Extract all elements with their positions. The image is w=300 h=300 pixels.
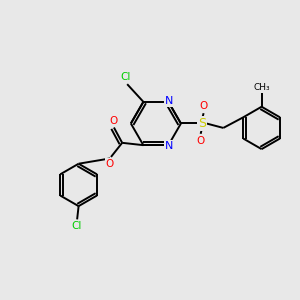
Text: O: O [196, 136, 205, 146]
Text: O: O [200, 101, 208, 111]
Text: S: S [198, 117, 206, 130]
Text: N: N [165, 96, 173, 106]
Text: CH₃: CH₃ [253, 83, 270, 92]
Text: O: O [105, 159, 114, 169]
Text: O: O [110, 116, 118, 126]
Text: N: N [165, 141, 173, 151]
Text: Cl: Cl [71, 221, 82, 231]
Text: Cl: Cl [121, 72, 131, 82]
